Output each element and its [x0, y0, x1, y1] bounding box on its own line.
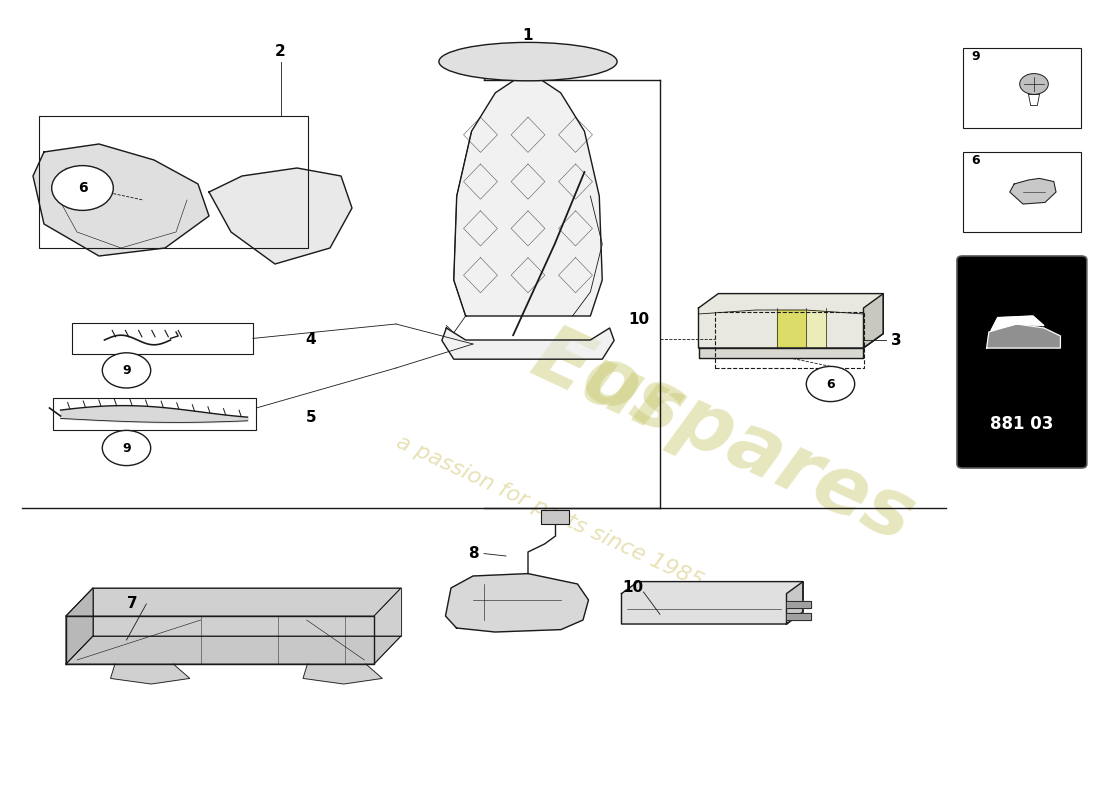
Polygon shape	[777, 310, 805, 346]
Polygon shape	[446, 574, 588, 632]
Text: 4: 4	[306, 332, 317, 346]
Text: 9: 9	[122, 364, 131, 377]
Text: 1: 1	[522, 29, 534, 43]
Text: 6: 6	[826, 378, 835, 390]
Circle shape	[102, 430, 151, 466]
Text: 881 03: 881 03	[990, 415, 1054, 433]
Text: 9: 9	[122, 442, 131, 454]
Polygon shape	[66, 588, 400, 616]
Bar	[962, 48, 1081, 128]
Text: 3: 3	[891, 333, 902, 347]
Polygon shape	[209, 168, 352, 264]
Polygon shape	[621, 582, 803, 624]
Text: 6: 6	[971, 154, 980, 166]
Bar	[541, 510, 569, 524]
Polygon shape	[33, 144, 209, 256]
Text: Eur: Eur	[519, 317, 691, 451]
Polygon shape	[110, 664, 189, 684]
Ellipse shape	[439, 42, 617, 81]
Polygon shape	[66, 588, 92, 664]
Bar	[962, 152, 1081, 232]
Polygon shape	[698, 294, 883, 348]
Text: a passion for parts since 1985: a passion for parts since 1985	[394, 432, 706, 592]
FancyBboxPatch shape	[957, 256, 1087, 468]
Bar	[53, 398, 256, 430]
Circle shape	[806, 366, 855, 402]
Bar	[72, 323, 253, 354]
Text: 6: 6	[78, 181, 87, 195]
Circle shape	[102, 353, 151, 388]
Text: 10: 10	[623, 581, 643, 595]
Polygon shape	[66, 616, 374, 664]
Circle shape	[1020, 74, 1048, 94]
Bar	[715, 312, 864, 368]
Polygon shape	[698, 348, 864, 358]
Polygon shape	[864, 294, 883, 348]
Polygon shape	[991, 316, 1044, 330]
Circle shape	[52, 166, 113, 210]
Text: 2: 2	[275, 45, 286, 59]
Polygon shape	[302, 664, 383, 684]
Text: 5: 5	[306, 410, 317, 425]
Polygon shape	[92, 588, 400, 636]
Polygon shape	[786, 582, 803, 624]
Polygon shape	[786, 613, 811, 620]
Polygon shape	[786, 601, 811, 608]
Text: 7: 7	[126, 597, 138, 611]
Polygon shape	[805, 310, 826, 346]
Polygon shape	[453, 76, 603, 316]
Text: 9: 9	[971, 50, 980, 62]
Polygon shape	[66, 636, 400, 664]
Bar	[39, 116, 308, 248]
Text: 10: 10	[628, 313, 649, 327]
Text: ospares: ospares	[570, 337, 926, 559]
Text: 8: 8	[468, 546, 478, 561]
Polygon shape	[987, 324, 1060, 348]
Polygon shape	[1010, 178, 1056, 204]
Polygon shape	[442, 328, 614, 359]
